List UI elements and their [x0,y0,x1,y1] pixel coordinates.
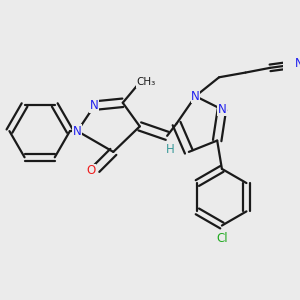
Text: CH₃: CH₃ [137,77,156,87]
Text: N: N [73,124,82,138]
Text: N: N [218,103,226,116]
Text: N: N [90,99,99,112]
Text: H: H [166,142,174,156]
Text: O: O [86,164,95,177]
Text: Cl: Cl [216,232,228,245]
Text: N: N [295,57,300,70]
Text: N: N [191,90,200,103]
